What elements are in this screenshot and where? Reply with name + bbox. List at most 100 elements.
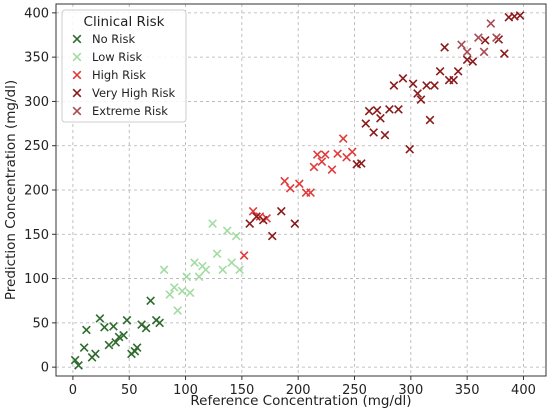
series-high-risk <box>239 134 357 260</box>
data-point <box>425 115 435 125</box>
marker-stroke <box>267 231 277 241</box>
marker-stroke <box>177 286 187 296</box>
data-points <box>70 11 525 370</box>
marker-stroke <box>422 81 431 90</box>
marker-stroke <box>416 95 426 105</box>
data-point <box>227 258 237 267</box>
data-point <box>413 89 422 98</box>
data-point <box>218 265 228 275</box>
marker-stroke <box>320 150 330 159</box>
marker-stroke <box>306 188 315 198</box>
data-point <box>320 150 330 159</box>
y-tick-label: 100 <box>24 272 49 287</box>
y-axis-label: Prediction Concentration (mg/dl) <box>3 80 19 300</box>
marker-stroke <box>79 343 89 353</box>
data-point <box>182 272 192 282</box>
marker-stroke <box>504 12 514 22</box>
marker-stroke <box>290 219 300 229</box>
data-point <box>492 33 501 43</box>
data-point <box>380 130 390 140</box>
marker-stroke <box>165 290 175 299</box>
x-tick-label: 250 <box>342 383 367 398</box>
data-point <box>457 40 466 50</box>
marker-stroke <box>510 12 519 21</box>
marker-stroke <box>364 106 374 116</box>
data-point <box>104 340 114 350</box>
data-point <box>309 162 319 172</box>
series-extreme-risk <box>457 19 501 57</box>
series-no-risk <box>70 296 164 370</box>
data-point <box>356 159 366 168</box>
marker-stroke <box>74 361 83 370</box>
marker-stroke <box>280 176 290 186</box>
data-point <box>317 157 327 167</box>
marker-stroke <box>515 11 525 20</box>
x-tick-label: 0 <box>69 383 77 398</box>
marker-stroke <box>185 288 195 298</box>
legend-item-extreme-risk: Extreme Risk <box>72 104 168 118</box>
marker-stroke <box>430 81 439 90</box>
marker-stroke <box>474 33 483 43</box>
marker-stroke <box>114 332 124 342</box>
data-point <box>449 75 458 85</box>
data-point <box>82 325 91 335</box>
marker-stroke <box>462 55 472 65</box>
legend-marker <box>72 88 82 98</box>
marker-stroke <box>169 283 179 292</box>
data-point <box>258 215 268 225</box>
marker-stroke <box>462 47 472 57</box>
data-point <box>190 258 199 267</box>
marker-stroke <box>155 318 164 328</box>
marker-stroke <box>398 74 408 83</box>
legend-item-no-risk: No Risk <box>72 32 135 46</box>
data-point <box>338 134 348 143</box>
marker-stroke <box>394 105 403 114</box>
marker-stroke <box>492 33 501 43</box>
data-point <box>394 105 403 114</box>
y-tick-label: 400 <box>24 6 49 21</box>
y-tick-label: 150 <box>24 228 49 243</box>
data-point <box>212 249 222 259</box>
data-point <box>369 128 379 137</box>
x-axis-label: Reference Concentration (mg/dl) <box>190 393 411 409</box>
marker-stroke <box>235 265 244 275</box>
data-point <box>462 55 472 65</box>
marker-stroke <box>201 265 211 275</box>
marker-stroke <box>285 183 295 193</box>
x-tick-label: 350 <box>455 383 480 398</box>
marker-stroke <box>312 150 322 159</box>
data-point <box>333 149 342 159</box>
data-point <box>70 355 80 365</box>
marker-stroke <box>333 149 342 159</box>
marker-stroke <box>479 47 489 57</box>
marker-stroke <box>173 306 183 315</box>
legend-marker <box>72 106 82 116</box>
marker-stroke <box>338 134 348 143</box>
marker-stroke <box>486 19 496 28</box>
data-point <box>422 81 431 90</box>
data-point <box>453 66 463 76</box>
data-point <box>173 306 183 315</box>
data-point <box>201 265 211 275</box>
data-point <box>405 144 415 154</box>
marker-stroke <box>72 34 82 44</box>
marker-stroke <box>146 296 155 306</box>
marker-stroke <box>376 113 385 123</box>
marker-stroke <box>252 212 261 221</box>
data-point <box>327 165 337 174</box>
series-very-high-risk <box>245 11 525 241</box>
x-tick-label: 200 <box>286 383 311 398</box>
x-axis-ticks: 0 50 100 150 200 250 300 350 400 <box>69 376 536 398</box>
data-point <box>114 332 124 342</box>
marker-stroke <box>212 249 222 259</box>
legend-label: High Risk <box>92 68 146 82</box>
y-tick-label: 350 <box>24 51 49 66</box>
x-tick-label: 400 <box>511 383 536 398</box>
marker-stroke <box>119 330 128 340</box>
marker-stroke <box>317 157 327 167</box>
marker-stroke <box>91 349 100 359</box>
data-point <box>79 343 89 353</box>
marker-stroke <box>72 88 82 98</box>
data-point <box>385 105 394 114</box>
data-point <box>169 283 179 292</box>
